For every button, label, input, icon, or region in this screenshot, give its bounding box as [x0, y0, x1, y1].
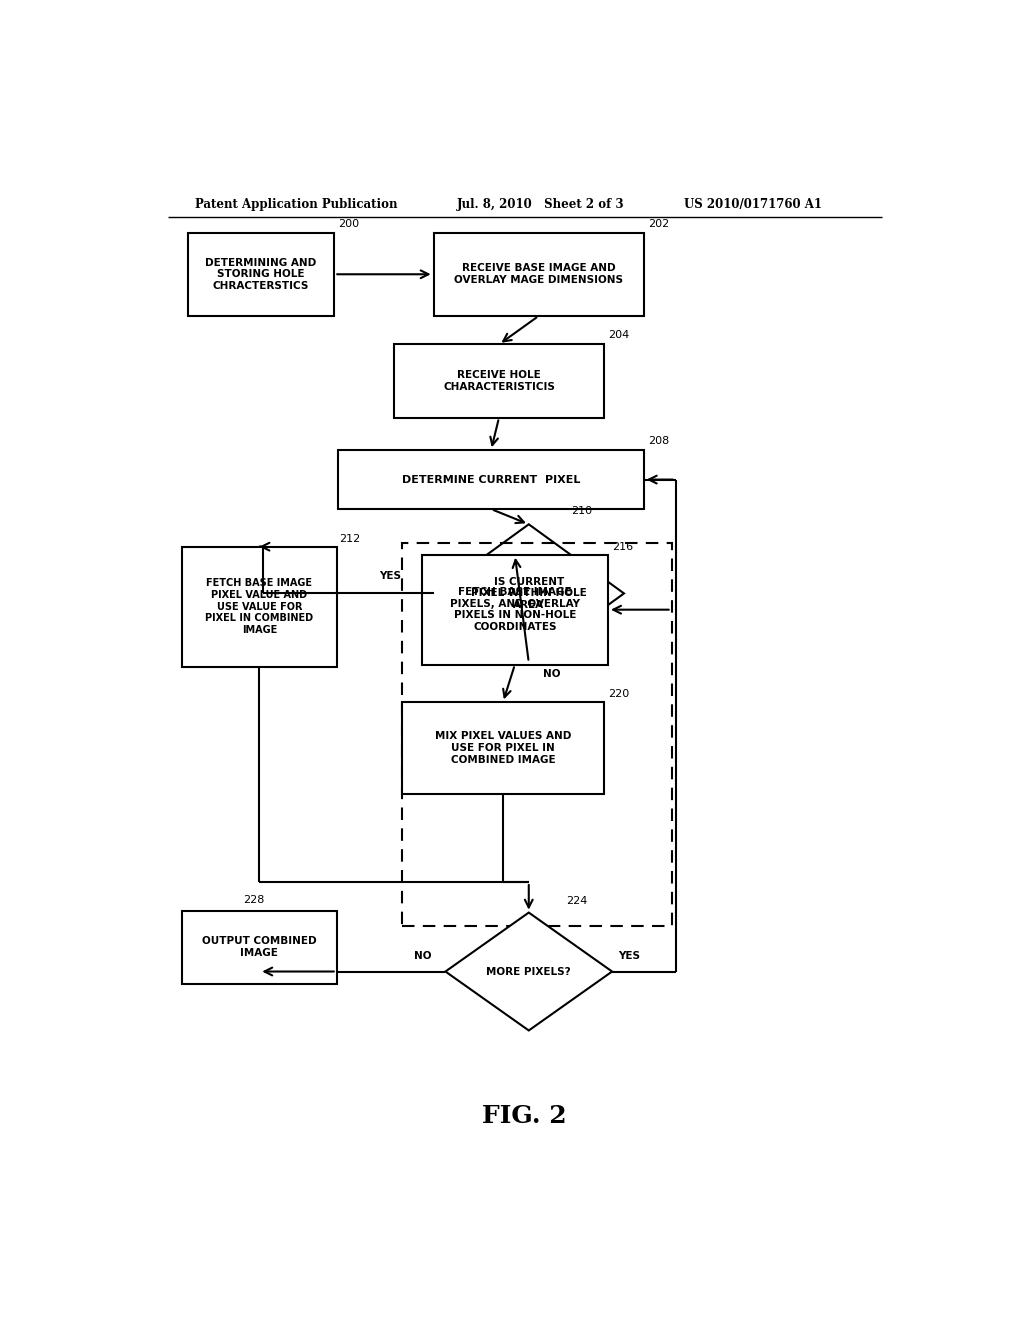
Bar	[401, 543, 672, 925]
Text: 200: 200	[338, 219, 359, 228]
Polygon shape	[445, 912, 612, 1031]
Text: IS CURRENT
PIXEL WITHIN HOLE
AREA: IS CURRENT PIXEL WITHIN HOLE AREA	[471, 577, 587, 610]
Text: 202: 202	[648, 219, 669, 228]
Bar	[394, 345, 604, 417]
Text: FETCH BASE IMAGE
PIXELS, AND OVERLAY
PIXELS IN NON-HOLE
COORDINATES: FETCH BASE IMAGE PIXELS, AND OVERLAY PIX…	[450, 587, 580, 632]
Text: 220: 220	[608, 689, 630, 700]
Text: US 2010/0171760 A1: US 2010/0171760 A1	[684, 198, 821, 211]
Text: 228: 228	[244, 895, 265, 906]
Text: DETERMINE CURRENT  PIXEL: DETERMINE CURRENT PIXEL	[401, 475, 581, 484]
Bar	[401, 702, 604, 793]
Bar	[182, 911, 337, 983]
Text: 208: 208	[648, 436, 669, 446]
Text: Jul. 8, 2010   Sheet 2 of 3: Jul. 8, 2010 Sheet 2 of 3	[458, 198, 625, 211]
Text: MIX PIXEL VALUES AND
USE FOR PIXEL IN
COMBINED IMAGE: MIX PIXEL VALUES AND USE FOR PIXEL IN CO…	[435, 731, 571, 764]
Text: 224: 224	[566, 896, 588, 907]
Bar	[182, 546, 337, 667]
Text: NO: NO	[543, 669, 560, 678]
Text: 212: 212	[339, 533, 360, 544]
Bar	[433, 232, 644, 315]
Text: FIG. 2: FIG. 2	[482, 1104, 567, 1127]
Text: RECEIVE HOLE
CHARACTERISTICIS: RECEIVE HOLE CHARACTERISTICIS	[443, 370, 555, 392]
Text: NO: NO	[414, 952, 431, 961]
Text: FETCH BASE IMAGE
PIXEL VALUE AND
USE VALUE FOR
PIXEL IN COMBINED
IMAGE: FETCH BASE IMAGE PIXEL VALUE AND USE VAL…	[205, 578, 313, 635]
Text: YES: YES	[618, 952, 640, 961]
Bar	[338, 450, 644, 510]
Text: MORE PIXELS?: MORE PIXELS?	[486, 966, 571, 977]
Polygon shape	[433, 524, 624, 663]
Text: Patent Application Publication: Patent Application Publication	[196, 198, 398, 211]
Bar	[422, 554, 608, 664]
Text: RECEIVE BASE IMAGE AND
OVERLAY MAGE DIMENSIONS: RECEIVE BASE IMAGE AND OVERLAY MAGE DIME…	[455, 264, 624, 285]
Text: 216: 216	[612, 541, 633, 552]
Bar	[187, 232, 334, 315]
Text: 210: 210	[571, 506, 593, 516]
Text: OUTPUT COMBINED
IMAGE: OUTPUT COMBINED IMAGE	[202, 936, 316, 958]
Text: 204: 204	[608, 330, 630, 341]
Text: DETERMINING AND
STORING HOLE
CHRACTERSTICS: DETERMINING AND STORING HOLE CHRACTERSTI…	[205, 257, 316, 290]
Text: YES: YES	[379, 572, 400, 581]
